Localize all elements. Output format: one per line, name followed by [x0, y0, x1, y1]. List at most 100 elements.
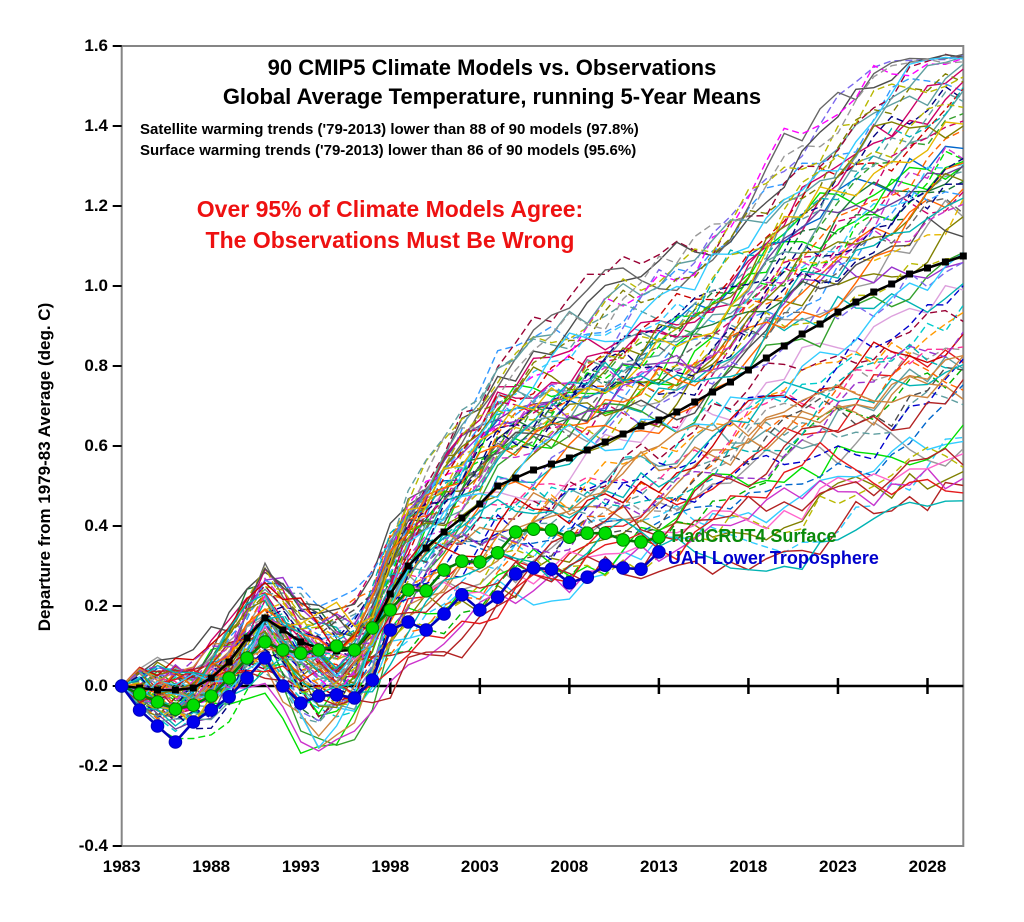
- data-point-hadcrut4-surface: [276, 643, 290, 657]
- data-point-cmip5-multi-model-mean: [404, 562, 412, 570]
- chart-subtitle: Global Average Temperature, running 5-Ye…: [222, 84, 762, 109]
- data-point-uah-lower-troposphere: [150, 719, 165, 733]
- data-point-hadcrut4-surface: [455, 554, 469, 569]
- data-point-cmip5-multi-model-mean: [386, 590, 394, 598]
- data-point-cmip5-multi-model-mean: [171, 686, 179, 694]
- data-point-uah-lower-troposphere: [419, 623, 433, 637]
- y-tick-label: 1.0: [84, 276, 108, 295]
- data-point-hadcrut4-surface: [473, 555, 487, 569]
- data-point-hadcrut4-surface: [132, 687, 147, 701]
- data-point-hadcrut4-surface: [150, 695, 165, 709]
- data-point-cmip5-multi-model-mean: [583, 446, 591, 454]
- data-point-uah-lower-troposphere: [222, 690, 236, 704]
- data-point-hadcrut4-surface: [598, 526, 612, 541]
- y-axis-title: Departure from 1979-83 Average (deg. C): [35, 302, 54, 632]
- data-point-cmip5-multi-model-mean: [888, 280, 896, 288]
- data-point-cmip5-multi-model-mean: [780, 342, 788, 350]
- data-point-hadcrut4-surface: [616, 533, 630, 547]
- data-point-hadcrut4-surface: [437, 563, 451, 577]
- data-point-hadcrut4-surface: [329, 639, 344, 653]
- uah-series-label: UAH Lower Troposphere: [667, 548, 879, 568]
- data-point-uah-lower-troposphere: [652, 545, 666, 559]
- data-point-uah-lower-troposphere: [293, 696, 308, 711]
- data-point-cmip5-multi-model-mean: [565, 454, 573, 462]
- data-point-uah-lower-troposphere: [508, 567, 523, 581]
- data-point-uah-lower-troposphere: [347, 691, 362, 705]
- data-point-cmip5-multi-model-mean: [816, 320, 824, 328]
- series-hadcrut4-surface: [114, 522, 666, 717]
- data-point-cmip5-multi-model-mean: [691, 398, 699, 406]
- note-satellite-trends: Satellite warming trends ('79-2013) lowe…: [140, 121, 639, 138]
- y-tick-label: 0.0: [84, 676, 108, 695]
- data-point-hadcrut4-surface: [258, 635, 272, 649]
- x-tick-label: 2018: [729, 857, 768, 876]
- data-point-uah-lower-troposphere: [562, 576, 577, 590]
- data-point-hadcrut4-surface: [293, 646, 308, 661]
- data-point-uah-lower-troposphere: [132, 703, 147, 717]
- hadcrut4-series-label: HadCRUT4 Surface: [671, 526, 837, 546]
- data-point-hadcrut4-surface: [311, 643, 326, 657]
- data-point-uah-lower-troposphere: [473, 603, 487, 617]
- data-point-uah-lower-troposphere: [598, 558, 612, 573]
- data-point-cmip5-multi-model-mean: [852, 298, 860, 306]
- data-point-cmip5-multi-model-mean: [655, 416, 663, 424]
- data-point-cmip5-multi-model-mean: [547, 460, 555, 468]
- data-point-uah-lower-troposphere: [258, 651, 272, 665]
- data-point-cmip5-multi-model-mean: [601, 438, 609, 446]
- data-point-uah-lower-troposphere: [240, 671, 254, 685]
- series-uah-lower-troposphere: [114, 545, 666, 749]
- note-surface-trends: Surface warming trends ('79-2013) lower …: [140, 142, 637, 159]
- data-point-hadcrut4-surface: [508, 525, 523, 539]
- data-point-cmip5-multi-model-mean: [870, 288, 878, 296]
- x-tick-label: 2003: [460, 857, 499, 876]
- data-point-cmip5-multi-model-mean: [154, 686, 162, 694]
- data-point-uah-lower-troposphere: [329, 688, 344, 702]
- data-point-hadcrut4-surface: [222, 671, 236, 685]
- data-point-hadcrut4-surface: [562, 530, 577, 545]
- data-point-cmip5-multi-model-mean: [225, 658, 233, 666]
- data-point-uah-lower-troposphere: [616, 561, 630, 575]
- data-point-hadcrut4-surface: [634, 535, 648, 549]
- data-point-cmip5-multi-model-mean: [727, 378, 735, 386]
- data-point-cmip5-multi-model-mean: [512, 474, 520, 482]
- callout-line-2: The Observations Must Be Wrong: [205, 227, 575, 253]
- data-point-cmip5-multi-model-mean: [834, 308, 842, 316]
- callout-line-1: Over 95% of Climate Models Agree:: [196, 196, 584, 222]
- data-point-uah-lower-troposphere: [365, 673, 380, 687]
- data-point-cmip5-multi-model-mean: [207, 674, 215, 682]
- x-tick-label: 2023: [819, 857, 857, 876]
- y-tick-label: 1.4: [84, 116, 108, 135]
- data-point-cmip5-multi-model-mean: [941, 258, 949, 266]
- data-point-cmip5-multi-model-mean: [494, 482, 502, 490]
- y-tick-label: 0.6: [84, 436, 108, 455]
- y-tick-label: 1.6: [84, 36, 108, 55]
- data-point-cmip5-multi-model-mean: [530, 466, 538, 474]
- data-point-cmip5-multi-model-mean: [762, 354, 770, 362]
- data-point-cmip5-multi-model-mean: [673, 408, 681, 416]
- red-callout: Over 95% of Climate Models Agree: The Ob…: [130, 194, 650, 256]
- data-point-cmip5-multi-model-mean: [923, 264, 931, 272]
- data-point-hadcrut4-surface: [652, 530, 666, 545]
- y-tick-label: 0.4: [84, 516, 108, 535]
- data-point-cmip5-multi-model-mean: [243, 634, 251, 642]
- y-tick-label: 1.2: [84, 196, 108, 215]
- data-point-cmip5-multi-model-mean: [279, 626, 287, 634]
- data-point-hadcrut4-surface: [490, 546, 505, 560]
- data-point-cmip5-multi-model-mean: [619, 430, 627, 438]
- data-point-cmip5-multi-model-mean: [422, 544, 430, 552]
- data-point-uah-lower-troposphere: [455, 588, 469, 602]
- data-point-cmip5-multi-model-mean: [906, 270, 914, 278]
- data-point-cmip5-multi-model-mean: [709, 388, 717, 396]
- data-point-uah-lower-troposphere: [490, 590, 505, 605]
- data-point-uah-lower-troposphere: [168, 735, 183, 749]
- data-point-uah-lower-troposphere: [186, 715, 201, 729]
- y-axis-ticks: [112, 45, 122, 847]
- data-point-uah-lower-troposphere: [383, 623, 398, 637]
- data-point-hadcrut4-surface: [526, 522, 541, 537]
- chart-title: 90 CMIP5 Climate Models vs. Observations: [267, 55, 717, 80]
- data-point-hadcrut4-surface: [383, 603, 398, 617]
- x-tick-label: 2013: [639, 857, 678, 876]
- data-point-uah-lower-troposphere: [526, 561, 541, 575]
